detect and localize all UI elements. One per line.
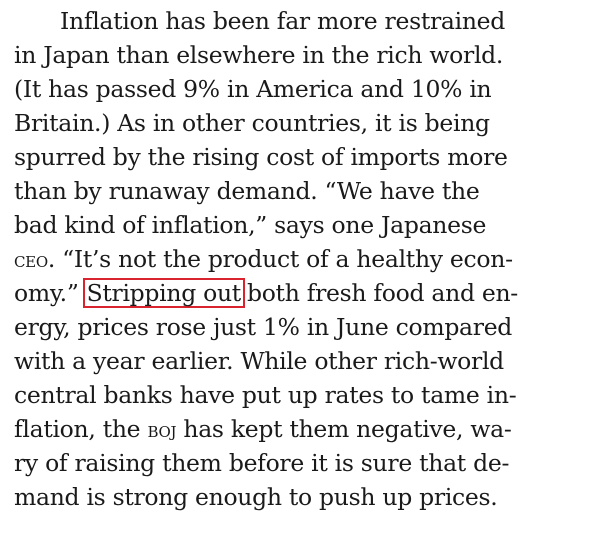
text-line: Inflation has been far more restrained: [60, 7, 506, 35]
text-fragment: has kept them negative, wa-: [183, 415, 512, 443]
text-line: in Japan than elsewhere in the rich worl…: [14, 41, 504, 69]
text-line: mand is strong enough to push up prices.: [14, 483, 498, 511]
text-line: flation, the BOJ has kept them negative,…: [14, 412, 592, 446]
text-line: CEO. “It’s not the product of a healthy …: [14, 242, 592, 276]
text-line: spurred by the rising cost of imports mo…: [14, 143, 508, 171]
text-line: central banks have put up rates to tame …: [14, 381, 517, 409]
abbreviation-boj: BOJ: [147, 418, 177, 443]
text-line: with a year earlier. While other rich-wo…: [14, 347, 504, 375]
article-text: Inflation has been far more restrained i…: [14, 4, 592, 514]
highlighted-phrase: Stripping out: [82, 278, 245, 308]
text-line: ergy, prices rose just 1% in June compar…: [14, 313, 513, 341]
text-line: omy.” Stripping out both fresh food and en…: [14, 276, 592, 310]
text-fragment: . “It’s not the product of a healthy eco…: [47, 245, 513, 273]
text-line: bad kind of inflation,” says one Japanes…: [14, 211, 487, 239]
text-line: than by runaway demand. “We have the: [14, 177, 480, 205]
abbreviation-ceo: CEO: [14, 248, 48, 273]
text-fragment: flation, the: [14, 415, 141, 443]
text-fragment: omy.”: [14, 279, 79, 307]
text-line: (It has passed 9% in America and 10% in: [14, 75, 492, 103]
text-line: Britain.) As in other countries, it is b…: [14, 109, 490, 137]
text-line: ry of raising them before it is sure tha…: [14, 449, 510, 477]
text-fragment: both fresh food and en-: [246, 279, 518, 307]
